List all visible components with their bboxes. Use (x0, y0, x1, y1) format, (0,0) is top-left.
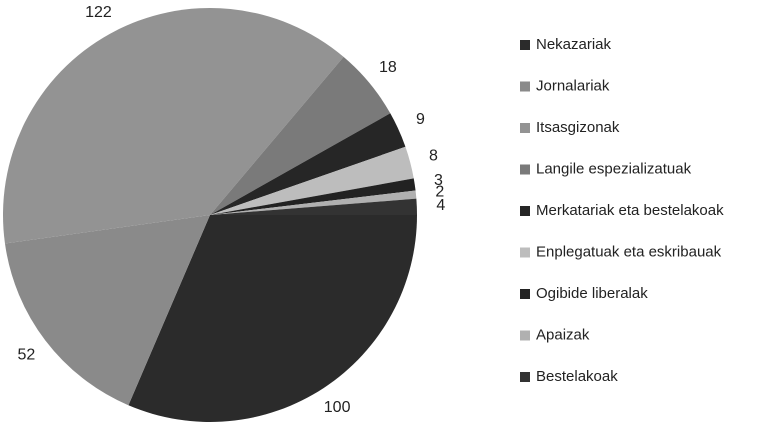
legend-label: Langile espezializatuak (536, 160, 692, 177)
data-label: 100 (324, 399, 351, 416)
legend-label: Itsasgizonak (536, 119, 620, 136)
pie-slice (210, 190, 417, 215)
pie-slice (128, 215, 418, 422)
legend-label: Ogibide liberalak (536, 285, 648, 302)
pie-slice (210, 178, 416, 215)
legend-swatch (520, 247, 530, 258)
legend-swatch (520, 40, 530, 50)
legend-swatch (520, 164, 530, 175)
legend-label: Merkatariak eta bestelakoak (536, 202, 724, 219)
legend-swatch (520, 330, 530, 341)
legend-label: Enplegatuak eta eskribauak (536, 243, 722, 260)
data-label: 2 (435, 183, 444, 200)
pie-slice (3, 8, 344, 244)
data-label: 4 (436, 197, 445, 214)
legend-label: Jornalariak (536, 77, 610, 94)
legend-swatch (520, 81, 530, 92)
legend-swatch (520, 206, 530, 216)
legend-swatch (520, 289, 530, 299)
legend-swatch (520, 123, 530, 133)
legend-label: Apaizak (536, 326, 590, 343)
data-label: 18 (379, 59, 397, 76)
data-label: 122 (85, 4, 112, 21)
data-label: 52 (17, 346, 35, 363)
data-label: 8 (429, 148, 438, 165)
pie-slice (210, 198, 417, 215)
legend-label: Nekazariak (536, 36, 612, 53)
legend-label: Bestelakoak (536, 368, 618, 385)
pie-slice (210, 56, 391, 215)
data-label: 9 (416, 111, 425, 128)
legend-swatch (520, 372, 530, 382)
pie-slice (4, 215, 210, 406)
pie-slice (210, 113, 406, 215)
data-label: 3 (434, 172, 443, 189)
pie-slice (210, 146, 414, 215)
